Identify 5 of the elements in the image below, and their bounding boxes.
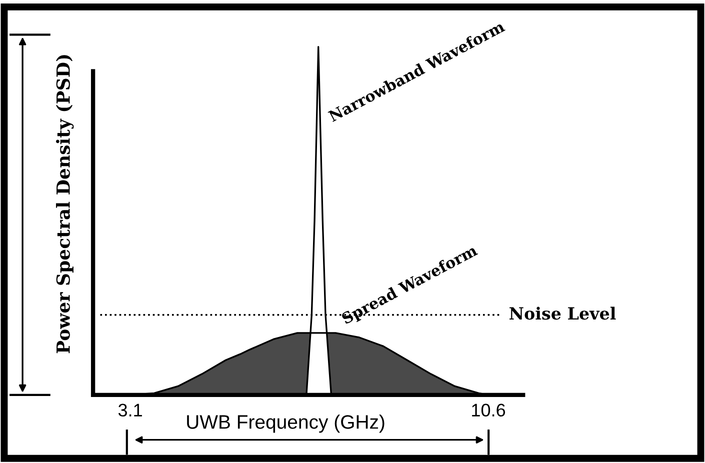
x-tick-label: 3.1 <box>118 404 142 417</box>
y-axis-title: Power Spectral Density (PSD) <box>56 55 74 354</box>
x-axis-title: UWB Frequency (GHz) <box>187 414 384 433</box>
ref-line-label: Noise Level <box>510 306 616 320</box>
x-tick-label: 10.6 <box>472 404 506 417</box>
